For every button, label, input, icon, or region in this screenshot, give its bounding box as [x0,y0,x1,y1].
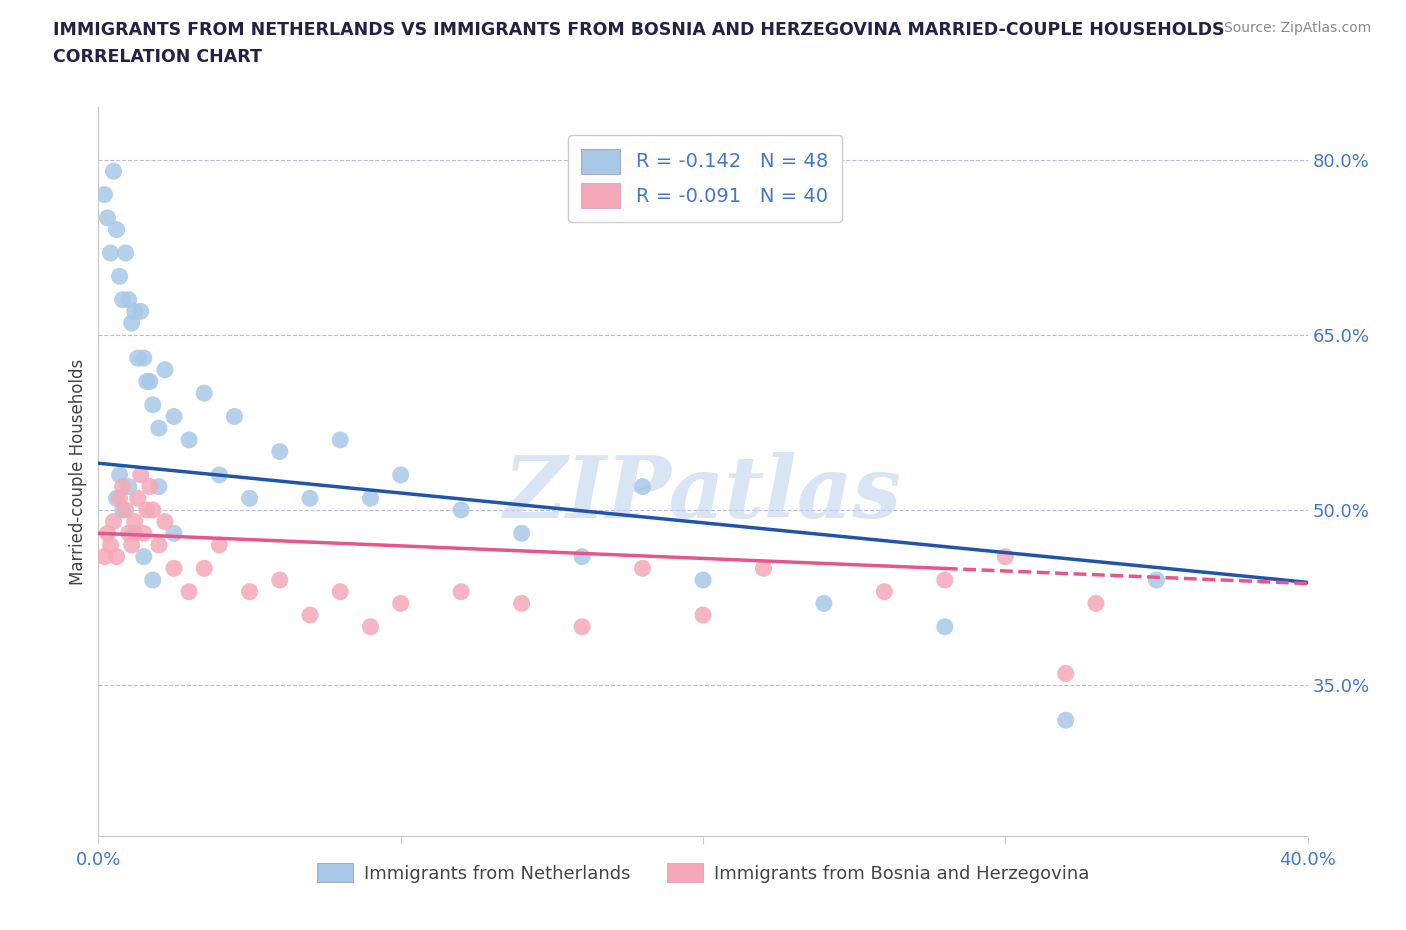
Point [103,164,125,179]
Point [329,432,352,447]
Point [118,525,141,540]
Point [127,491,149,506]
Point [100,246,122,260]
Point [571,550,593,565]
Point [108,491,131,506]
Point [450,584,472,599]
Point [142,573,165,588]
Point [148,420,170,435]
Point [692,573,714,588]
Point [510,596,533,611]
Text: ZIPatlas: ZIPatlas [503,452,903,536]
Point [105,222,128,237]
Point [105,550,128,565]
Point [118,479,141,494]
Point [111,292,134,307]
Point [163,525,186,540]
Point [360,619,382,634]
Point [103,514,125,529]
Point [269,573,291,588]
Point [994,550,1017,565]
Point [193,386,215,401]
Point [142,397,165,412]
Point [1085,596,1108,611]
Point [153,363,176,378]
Point [692,607,714,622]
Point [389,468,412,483]
Point [224,409,246,424]
Point [1054,712,1077,727]
Point [813,596,835,611]
Point [129,304,152,319]
Point [299,607,322,622]
Point [208,538,231,552]
Point [135,502,157,517]
Point [93,187,115,202]
Point [118,292,141,307]
Point [163,409,186,424]
Point [571,619,593,634]
Point [752,561,775,576]
Point [135,374,157,389]
Point [127,351,149,365]
Point [1144,573,1167,588]
Point [132,351,155,365]
Point [389,596,412,611]
Point [148,479,170,494]
Point [193,561,215,576]
Point [239,491,262,506]
Point [450,502,472,517]
Legend: Immigrants from Netherlands, Immigrants from Bosnia and Herzegovina: Immigrants from Netherlands, Immigrants … [309,857,1097,890]
Point [96,210,118,225]
Point [105,491,128,506]
Point [121,315,143,330]
Point [114,246,136,260]
Text: Source: ZipAtlas.com: Source: ZipAtlas.com [1223,21,1371,35]
Point [1054,666,1077,681]
Point [239,584,262,599]
Point [208,468,231,483]
Point [179,432,201,447]
Point [299,491,322,506]
Point [142,502,165,517]
Point [934,619,956,634]
Point [179,584,201,599]
Point [153,514,176,529]
Point [132,525,155,540]
Point [93,550,115,565]
Point [108,468,131,483]
Point [510,525,533,540]
Point [148,538,170,552]
Y-axis label: Married-couple Households: Married-couple Households [69,359,87,585]
Point [129,468,152,483]
Point [139,374,162,389]
Point [111,502,134,517]
Point [114,502,136,517]
Point [96,525,118,540]
Text: IMMIGRANTS FROM NETHERLANDS VS IMMIGRANTS FROM BOSNIA AND HERZEGOVINA MARRIED-CO: IMMIGRANTS FROM NETHERLANDS VS IMMIGRANT… [53,21,1225,39]
Point [329,584,352,599]
Point [124,304,146,319]
Point [873,584,896,599]
Point [139,479,162,494]
Text: CORRELATION CHART: CORRELATION CHART [53,48,263,66]
Point [108,269,131,284]
Point [163,561,186,576]
Point [124,514,146,529]
Point [934,573,956,588]
Point [111,479,134,494]
Point [121,538,143,552]
Point [360,491,382,506]
Point [631,561,654,576]
Point [132,550,155,565]
Point [100,538,122,552]
Point [631,479,654,494]
Point [269,445,291,459]
Point [124,525,146,540]
